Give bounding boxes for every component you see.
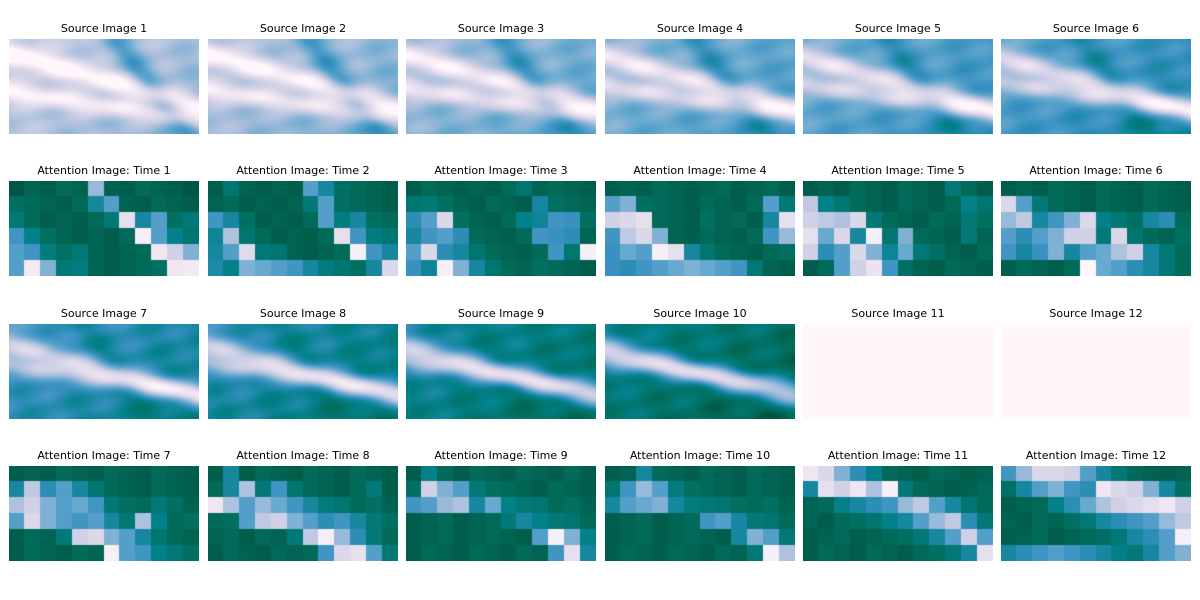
source-image xyxy=(1001,324,1191,419)
source-image xyxy=(605,39,795,134)
panel-title: Attention Image: Time 2 xyxy=(236,164,370,177)
attention-image-panel: Attention Image: Time 5 xyxy=(803,165,993,276)
panel-title: Attention Image: Time 11 xyxy=(827,449,969,462)
source-image xyxy=(1001,39,1191,134)
attention-heatmap xyxy=(406,181,596,276)
source-image xyxy=(9,324,199,419)
attention-heatmap xyxy=(1001,466,1191,561)
source-image xyxy=(406,39,596,134)
panel-title: Source Image 1 xyxy=(60,22,148,35)
attention-image-panel: Attention Image: Time 12 xyxy=(1001,450,1191,561)
source-image xyxy=(803,324,993,419)
panel-title: Source Image 5 xyxy=(854,22,942,35)
panel-title: Attention Image: Time 7 xyxy=(37,449,171,462)
attention-heatmap xyxy=(9,466,199,561)
panel-title: Source Image 8 xyxy=(259,307,347,320)
attention-image-panel: Attention Image: Time 8 xyxy=(208,450,398,561)
attention-image-panel: Attention Image: Time 6 xyxy=(1001,165,1191,276)
source-image-panel: Source Image 8 xyxy=(208,308,398,419)
source-image-panel: Source Image 1 xyxy=(9,23,199,134)
source-image-panel: Source Image 11 xyxy=(803,308,993,419)
attention-heatmap xyxy=(406,466,596,561)
source-image-panel: Source Image 9 xyxy=(406,308,596,419)
panel-title: Attention Image: Time 3 xyxy=(434,164,568,177)
panel-title: Source Image 4 xyxy=(656,22,744,35)
attention-image-panel: Attention Image: Time 2 xyxy=(208,165,398,276)
attention-heatmap xyxy=(208,466,398,561)
source-image-panel: Source Image 12 xyxy=(1001,308,1191,419)
attention-image-panel: Attention Image: Time 4 xyxy=(605,165,795,276)
source-image xyxy=(208,39,398,134)
source-image xyxy=(605,324,795,419)
source-image xyxy=(406,324,596,419)
attention-image-panel: Attention Image: Time 7 xyxy=(9,450,199,561)
panel-title: Source Image 12 xyxy=(1049,307,1143,320)
attention-image-panel: Attention Image: Time 3 xyxy=(406,165,596,276)
source-image xyxy=(208,324,398,419)
panel-title: Attention Image: Time 4 xyxy=(633,164,767,177)
attention-image-panel: Attention Image: Time 10 xyxy=(605,450,795,561)
panel-title: Source Image 11 xyxy=(851,307,945,320)
panel-title: Source Image 6 xyxy=(1052,22,1140,35)
panel-title: Source Image 7 xyxy=(60,307,148,320)
panel-title: Attention Image: Time 5 xyxy=(831,164,965,177)
source-image-panel: Source Image 3 xyxy=(406,23,596,134)
panel-title: Source Image 3 xyxy=(457,22,545,35)
panel-title: Attention Image: Time 8 xyxy=(236,449,370,462)
source-image-panel: Source Image 2 xyxy=(208,23,398,134)
attention-heatmap xyxy=(803,466,993,561)
panel-title: Source Image 10 xyxy=(653,307,747,320)
source-image-panel: Source Image 7 xyxy=(9,308,199,419)
attention-heatmap xyxy=(605,181,795,276)
panel-title: Source Image 2 xyxy=(259,22,347,35)
panel-title: Attention Image: Time 12 xyxy=(1025,449,1167,462)
source-image xyxy=(803,39,993,134)
panel-title: Attention Image: Time 1 xyxy=(37,164,171,177)
attention-heatmap xyxy=(803,181,993,276)
panel-title: Attention Image: Time 9 xyxy=(434,449,568,462)
attention-heatmap xyxy=(1001,181,1191,276)
source-image-panel: Source Image 5 xyxy=(803,23,993,134)
attention-image-panel: Attention Image: Time 1 xyxy=(9,165,199,276)
attention-image-panel: Attention Image: Time 9 xyxy=(406,450,596,561)
source-image xyxy=(9,39,199,134)
panel-title: Attention Image: Time 6 xyxy=(1029,164,1163,177)
source-image-panel: Source Image 4 xyxy=(605,23,795,134)
attention-image-panel: Attention Image: Time 11 xyxy=(803,450,993,561)
panel-title: Attention Image: Time 10 xyxy=(629,449,771,462)
source-image-panel: Source Image 6 xyxy=(1001,23,1191,134)
panel-title: Source Image 9 xyxy=(457,307,545,320)
attention-heatmap xyxy=(605,466,795,561)
attention-heatmap xyxy=(208,181,398,276)
source-image-panel: Source Image 10 xyxy=(605,308,795,419)
attention-heatmap xyxy=(9,181,199,276)
